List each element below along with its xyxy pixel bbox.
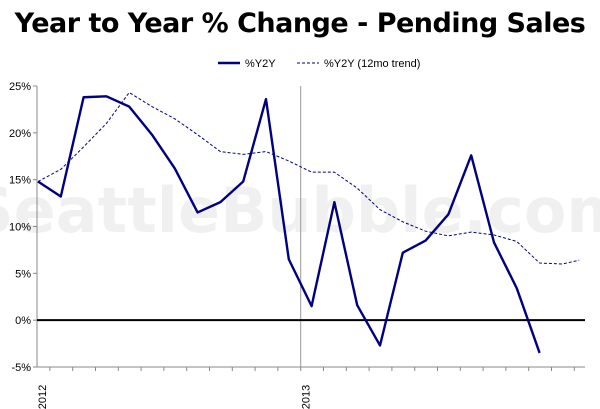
y-tick-label: 25%: [9, 81, 31, 93]
legend-label: %Y2Y: [245, 58, 276, 70]
y-tick-label: 5%: [15, 268, 31, 280]
x-tick-label: 2012: [37, 385, 49, 409]
y-tick-label: 15%: [9, 175, 31, 187]
watermark-text: SeattleBubble.com: [0, 174, 600, 247]
legend-label: %Y2Y (12mo trend): [324, 58, 420, 70]
y-tick-label: 0%: [15, 315, 31, 327]
y-tick-label: 10%: [9, 222, 31, 234]
x-tick-label: 2013: [301, 385, 313, 409]
y-tick-label: 20%: [9, 128, 31, 140]
series-trend-line: [37, 92, 580, 265]
y-tick-label: -5%: [11, 362, 31, 374]
chart-title: Year to Year % Change - Pending Sales: [14, 8, 586, 39]
